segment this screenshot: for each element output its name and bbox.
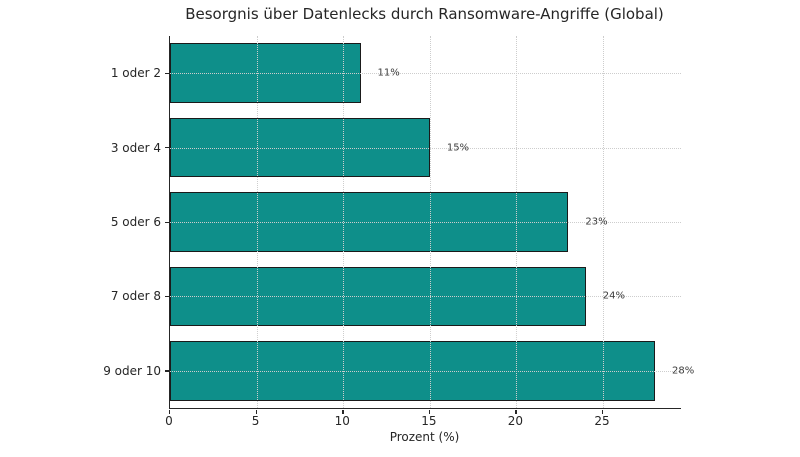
grid-line-horizontal	[170, 370, 681, 372]
bar	[170, 341, 656, 401]
x-tick-mark	[515, 409, 517, 414]
y-tick-mark	[165, 72, 169, 74]
x-tick-label: 20	[507, 414, 524, 428]
bar-value-label: 15%	[446, 142, 470, 154]
x-tick-label: 15	[421, 414, 437, 428]
x-tick-label: 10	[334, 414, 350, 428]
y-tick-label: 1 oder 2	[110, 66, 161, 81]
grid-line-horizontal	[170, 222, 681, 223]
bar-value-label: 28%	[672, 365, 695, 377]
y-tick-mark	[165, 370, 169, 372]
bar	[170, 117, 430, 178]
y-tick-label: 5 oder 6	[110, 215, 161, 229]
bar	[170, 266, 586, 327]
bar-value-label: 11%	[377, 67, 400, 79]
y-tick-mark	[165, 221, 169, 223]
grid-line-horizontal	[170, 147, 681, 149]
y-tick-label: 3 oder 4	[110, 140, 161, 155]
x-tick-mark	[428, 409, 431, 414]
bar-value-label: 23%	[585, 216, 608, 228]
chart-title: Besorgnis über Datenlecks durch Ransomwa…	[185, 5, 664, 23]
grid-line-horizontal	[170, 73, 681, 75]
y-tick-mark	[165, 295, 169, 298]
x-tick-label: 25	[594, 414, 610, 428]
x-tick-label: 0	[165, 414, 173, 428]
x-tick-mark	[169, 409, 171, 414]
x-tick-mark	[255, 409, 257, 414]
y-tick-label: 7 oder 8	[110, 289, 161, 304]
bar-value-label: 24%	[602, 290, 625, 302]
y-tick-label: 9 oder 10	[103, 363, 161, 378]
plot-area: 11% 15% 23% 24% 28%	[169, 36, 694, 409]
bar	[170, 192, 569, 252]
x-tick-label: 5	[251, 414, 260, 428]
grid-line-horizontal	[170, 296, 681, 298]
x-tick-mark	[342, 409, 344, 414]
x-axis-title: Prozent (%)	[389, 430, 460, 444]
y-tick-mark	[165, 147, 169, 149]
x-tick-mark	[602, 409, 604, 414]
